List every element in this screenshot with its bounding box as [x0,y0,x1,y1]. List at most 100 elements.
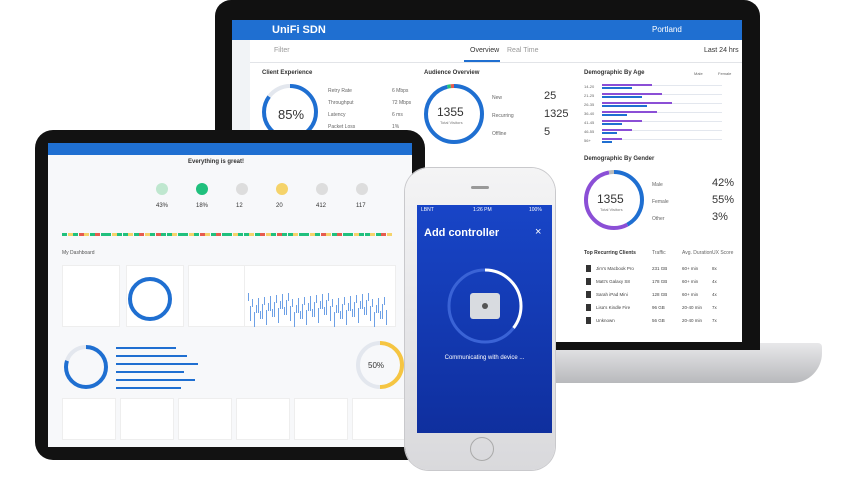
gender-ring [584,170,644,230]
carrier: LBNT [421,207,434,213]
traffic-bar [354,302,355,317]
health-cell [62,233,67,236]
traffic-bar [378,298,379,313]
client-icon [586,278,591,285]
legend-label: Female [652,199,669,205]
age-track [602,112,722,113]
audience-ring [424,84,484,144]
health-cell [243,233,249,236]
age-bar [602,132,617,134]
traffic-bar [286,300,287,315]
table-cell: 178 GB [652,279,668,284]
health-cell [320,233,326,236]
health-cell [150,233,155,236]
gauge-ring [356,341,404,389]
health-cell [199,233,205,236]
metric-label: Throughput [328,100,354,106]
health-cell [194,233,199,236]
ring-progress [447,268,523,344]
traffic-bar [262,304,263,319]
traffic-bar [314,302,315,317]
ring-segment [584,170,644,230]
health-cell [364,233,370,236]
health-cell [188,233,194,236]
health-cell [106,233,111,236]
score: 85% [278,107,305,122]
panel-title: Audience Overview [424,70,480,76]
audience-total: 1355 [437,105,464,119]
age-bar [602,123,622,125]
panel-title: Demographic By Age [584,70,645,76]
age-label: 56+ [584,138,591,143]
filter[interactable]: Filter [274,47,290,54]
ring-segment [64,345,108,389]
age-bar [602,129,632,131]
age-track [602,121,722,122]
age-label: 41-45 [584,120,595,125]
header-bar [48,143,412,155]
tab[interactable]: Overview [470,47,500,54]
ring-segment [262,84,318,140]
tab[interactable]: Real Time [507,47,539,54]
legend-value: 42% [712,177,735,189]
traffic-bar [298,298,299,313]
health-cell [238,233,243,236]
traffic-bar [382,304,383,319]
legend-value: 5 [544,126,551,138]
traffic-bar [316,295,317,303]
table-cell: Sarah iPad Mini [596,292,628,297]
traffic-bar [272,309,273,317]
audience-caption: Total Visitors [440,120,463,125]
health-cell [348,233,353,236]
home-button[interactable] [470,437,494,461]
health-cell [117,233,122,236]
legend-label: Recurring [492,113,514,119]
age-bar [602,114,627,116]
traffic-bar [374,312,375,327]
ring-segment [584,170,644,230]
site: Portland [652,25,682,34]
traffic-bar [362,294,363,309]
table-cell: 20-40 min [682,305,703,310]
health-cell [375,233,381,236]
close-button[interactable]: × [535,226,542,238]
health-cell [161,233,166,236]
health-cell [381,233,386,236]
client-icon [586,304,591,311]
widget-ring [64,345,108,389]
health-cell [276,233,282,236]
traffic-bar [294,312,295,327]
dashboard-title: My Dashboard [62,250,95,256]
stat-icon [156,183,168,195]
traffic-bar [304,297,305,305]
health-cell [249,233,254,236]
age-label: 21-25 [584,93,595,98]
clock: 1:26 PM [473,207,492,213]
health-cell [337,233,342,236]
stat-icon [316,183,328,195]
stat-value: 412 [316,203,327,209]
traffic-bar [270,296,271,311]
table-cell: 20-40 min [682,318,703,323]
progress-ring [447,268,523,344]
list-widget [120,398,174,440]
health-cell [205,233,210,236]
ring-segment [356,341,404,389]
range[interactable]: Last 24 hrs [704,47,739,54]
legend-label: New [492,95,503,101]
health-cell [210,233,216,236]
stat-icon [196,183,208,195]
traffic-bar [370,306,371,321]
health-cell [304,233,309,236]
phone-status: Communicating with device ... [444,355,525,361]
legend-value: 55% [712,194,735,206]
health-cell [100,233,106,236]
health-cell [260,233,265,236]
gender-total: 1355 [597,192,624,206]
device-led [482,303,488,309]
phone-screen: LBNT 1:26 PM 100% Add controller × Commu… [417,205,552,433]
table-cell: Matt's Galaxy S8 [596,279,630,284]
age-label: 46-55 [584,129,595,134]
traffic-bar [372,299,373,307]
traffic-bar [322,294,323,309]
